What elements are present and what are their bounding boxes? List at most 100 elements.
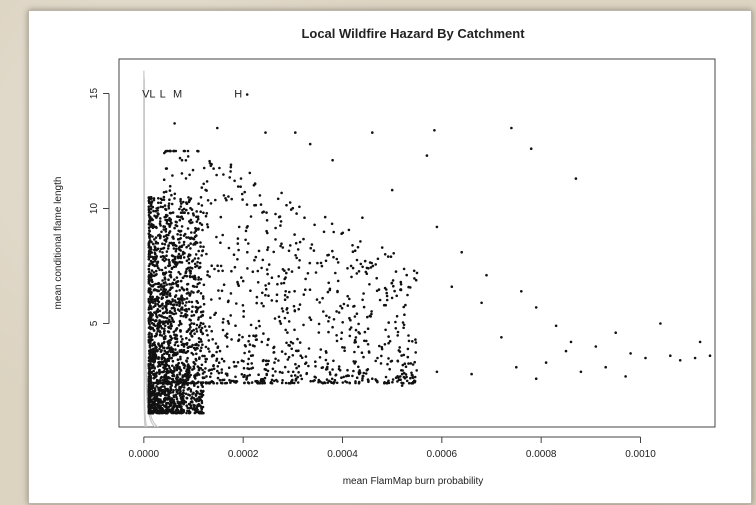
data-point bbox=[308, 316, 312, 319]
data-point bbox=[515, 365, 518, 369]
data-point bbox=[199, 381, 203, 384]
data-point bbox=[326, 381, 330, 384]
data-point bbox=[387, 321, 391, 324]
data-point bbox=[159, 392, 162, 396]
data-point bbox=[157, 391, 160, 395]
data-point bbox=[164, 358, 167, 361]
data-point bbox=[171, 259, 174, 262]
data-point bbox=[229, 314, 232, 317]
data-point bbox=[187, 307, 191, 311]
data-point bbox=[165, 406, 169, 409]
data-point bbox=[292, 381, 296, 385]
data-point bbox=[266, 248, 269, 252]
data-point bbox=[176, 358, 180, 362]
data-point bbox=[194, 394, 198, 397]
data-point bbox=[194, 310, 198, 313]
data-point bbox=[156, 261, 159, 264]
data-point bbox=[396, 359, 400, 363]
data-point bbox=[357, 322, 360, 326]
hazard-class-label-h: H bbox=[234, 89, 242, 101]
y-tick-label: 5 bbox=[89, 320, 100, 326]
data-point bbox=[362, 292, 365, 295]
data-point bbox=[226, 345, 229, 348]
data-point bbox=[327, 330, 330, 334]
data-point bbox=[185, 379, 188, 383]
data-point bbox=[193, 231, 196, 234]
data-point bbox=[173, 255, 177, 259]
data-point bbox=[163, 390, 166, 393]
data-point bbox=[356, 245, 360, 249]
data-point bbox=[199, 196, 203, 199]
data-point bbox=[366, 315, 369, 319]
data-point bbox=[410, 382, 413, 385]
data-point bbox=[594, 345, 598, 348]
data-point bbox=[206, 270, 209, 273]
data-point bbox=[192, 346, 196, 350]
data-point bbox=[233, 179, 236, 183]
data-point bbox=[346, 294, 350, 298]
data-point bbox=[275, 378, 278, 382]
data-point bbox=[184, 177, 188, 180]
data-point bbox=[181, 208, 184, 212]
data-point bbox=[411, 374, 414, 377]
data-point bbox=[201, 332, 205, 335]
data-point bbox=[529, 147, 533, 150]
data-point bbox=[164, 258, 168, 261]
data-point bbox=[179, 279, 183, 283]
data-point bbox=[169, 222, 173, 225]
data-point bbox=[173, 351, 177, 355]
data-point bbox=[194, 343, 197, 347]
data-point bbox=[380, 345, 384, 349]
data-point bbox=[182, 348, 186, 352]
data-point bbox=[402, 353, 406, 357]
data-point bbox=[297, 371, 300, 374]
data-point bbox=[182, 240, 186, 244]
data-point bbox=[199, 321, 203, 325]
data-point bbox=[148, 239, 152, 242]
data-point bbox=[398, 350, 402, 353]
data-point bbox=[168, 224, 172, 227]
data-point bbox=[247, 367, 251, 371]
data-point bbox=[284, 328, 287, 332]
data-point bbox=[414, 338, 417, 341]
data-point bbox=[187, 345, 190, 349]
data-point bbox=[386, 362, 389, 366]
data-point bbox=[382, 303, 386, 307]
data-point bbox=[327, 281, 331, 285]
data-point bbox=[150, 351, 153, 354]
data-point bbox=[309, 379, 313, 383]
data-point bbox=[185, 245, 188, 249]
data-point bbox=[180, 322, 183, 326]
data-point bbox=[164, 190, 168, 193]
data-point bbox=[169, 211, 173, 215]
data-point bbox=[170, 254, 174, 257]
data-point bbox=[401, 363, 405, 367]
data-point bbox=[150, 278, 154, 282]
data-point bbox=[201, 249, 204, 253]
data-point bbox=[278, 215, 282, 218]
data-point bbox=[148, 380, 151, 383]
data-point bbox=[286, 311, 289, 315]
data-point bbox=[162, 316, 165, 319]
data-point bbox=[205, 180, 209, 183]
data-point bbox=[698, 340, 702, 344]
data-point bbox=[294, 377, 298, 381]
data-point bbox=[205, 329, 208, 332]
data-point bbox=[208, 325, 211, 328]
data-point bbox=[354, 336, 358, 339]
data-point bbox=[200, 326, 204, 330]
data-point bbox=[346, 304, 350, 307]
data-point bbox=[173, 366, 176, 369]
data-point bbox=[248, 373, 251, 377]
data-point bbox=[236, 258, 239, 261]
data-point bbox=[224, 381, 227, 385]
data-point bbox=[179, 197, 182, 201]
data-point bbox=[188, 323, 192, 327]
data-point bbox=[180, 244, 184, 248]
data-point bbox=[341, 231, 345, 235]
data-point bbox=[277, 359, 280, 362]
data-point bbox=[175, 303, 179, 307]
data-point bbox=[176, 389, 180, 392]
data-point bbox=[203, 370, 206, 374]
data-point bbox=[260, 266, 263, 270]
